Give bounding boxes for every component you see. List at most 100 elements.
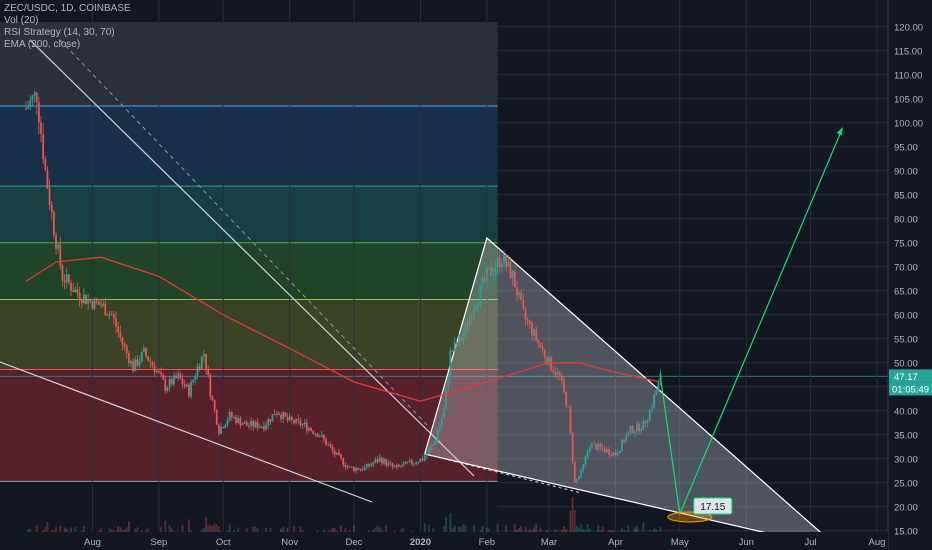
candle-body xyxy=(310,428,312,431)
legend-symbol[interactable]: ZEC/USDC, 1D, COINBASE xyxy=(4,3,131,14)
candle-body xyxy=(511,271,514,279)
candle-body xyxy=(125,346,128,354)
candle-body xyxy=(404,461,407,465)
candle-body xyxy=(440,417,443,425)
volume-bar xyxy=(205,517,207,546)
candle-body xyxy=(179,373,182,379)
price-tick-label: 85.00 xyxy=(894,190,918,201)
candle-body xyxy=(48,188,51,205)
candle-body xyxy=(494,267,497,274)
candle-body xyxy=(569,407,572,433)
candle-body xyxy=(160,372,162,375)
candle-body xyxy=(87,299,90,304)
candle-body xyxy=(230,411,233,418)
candle-body xyxy=(425,453,428,457)
time-tick-label: Apr xyxy=(608,537,623,548)
candle-body xyxy=(44,159,47,170)
candle-body xyxy=(153,365,156,372)
candle-body xyxy=(597,443,600,450)
candle-body xyxy=(623,439,625,443)
candle-body xyxy=(485,268,488,281)
candle-body xyxy=(205,354,207,370)
candle-body xyxy=(80,299,83,303)
descending-trendline xyxy=(29,39,475,477)
legend-volume[interactable]: Vol (20) xyxy=(4,15,39,26)
candle-body xyxy=(85,294,87,304)
trendlines[interactable] xyxy=(0,39,475,503)
candle-body xyxy=(55,235,57,249)
candle-body xyxy=(391,463,394,467)
fibonacci-retracement[interactable] xyxy=(0,22,888,482)
candle-body xyxy=(603,448,606,453)
candle-body xyxy=(515,287,518,296)
candle-body xyxy=(498,257,501,267)
fib-band xyxy=(0,186,498,243)
time-tick-label: Aug xyxy=(84,537,101,548)
candle-body xyxy=(449,350,452,377)
time-axis[interactable]: Aug Sep Oct Nov Dec 2020 Feb Mar Apr May Jun Jul Aug xyxy=(0,532,888,550)
candle-body xyxy=(241,423,244,426)
candle-body xyxy=(331,446,334,451)
candle-body xyxy=(421,458,424,461)
candle-body xyxy=(248,425,250,427)
candle-body xyxy=(220,426,222,434)
candle-body xyxy=(170,378,173,385)
candle-body xyxy=(599,443,602,448)
projection-path[interactable]: 17.15 xyxy=(659,127,844,523)
candle-body xyxy=(271,414,274,422)
candle-body xyxy=(380,457,383,464)
candle-body xyxy=(533,329,535,336)
candle-body xyxy=(314,433,317,435)
candle-body xyxy=(423,456,426,461)
candle-body xyxy=(552,370,555,373)
candle-body xyxy=(554,372,557,375)
candle-body xyxy=(408,460,411,463)
candle-body xyxy=(175,375,177,379)
candle-body xyxy=(443,409,445,418)
price-tick-label: 55.00 xyxy=(894,334,918,345)
countdown-tag-text: 01:05:49 xyxy=(892,384,929,395)
triangle-pattern[interactable] xyxy=(423,236,841,550)
candle-body xyxy=(123,344,126,347)
candle-body xyxy=(588,447,591,452)
candle-body xyxy=(132,360,135,372)
candle-body xyxy=(119,332,122,338)
candle-body xyxy=(145,348,147,357)
fib-band xyxy=(0,106,498,187)
price-tick-label: 105.00 xyxy=(894,94,923,105)
price-tick-label: 75.00 xyxy=(894,238,918,249)
candle-body xyxy=(473,309,475,319)
candle-body xyxy=(329,444,332,447)
ema-200-line xyxy=(25,256,661,402)
legend-rsi[interactable]: RSI Strategy (14, 30, 70) xyxy=(4,27,115,38)
candle-body xyxy=(37,102,40,123)
candle-body xyxy=(616,453,619,456)
triangle-shape xyxy=(423,236,841,550)
candle-body xyxy=(181,378,184,385)
candle-body xyxy=(507,261,510,267)
candle-body xyxy=(372,462,375,465)
candle-body xyxy=(543,349,546,358)
target-label-box xyxy=(693,497,733,515)
projection-line xyxy=(659,127,844,517)
time-tick-label: 2020 xyxy=(410,537,431,548)
candle-body xyxy=(295,418,297,424)
candle-body xyxy=(188,384,190,397)
candle-body xyxy=(500,263,503,267)
candle-body xyxy=(419,458,422,463)
candle-body xyxy=(142,348,145,353)
price-axis[interactable]: 15.0020.0025.0030.0035.0040.0045.0050.00… xyxy=(887,0,932,550)
target-label-text: 17.15 xyxy=(700,502,725,513)
candle-body xyxy=(269,419,272,422)
legend-ema[interactable]: EMA (200, close) xyxy=(4,39,81,50)
candle-body xyxy=(633,431,636,434)
countdown-tag xyxy=(889,382,932,396)
candle-body xyxy=(282,412,285,420)
candle-body xyxy=(575,479,578,482)
candle-body xyxy=(528,320,531,324)
time-tick-label: May xyxy=(671,537,689,548)
candle-body xyxy=(436,430,439,440)
candle-body xyxy=(466,322,469,326)
last-price-tag xyxy=(889,369,932,383)
